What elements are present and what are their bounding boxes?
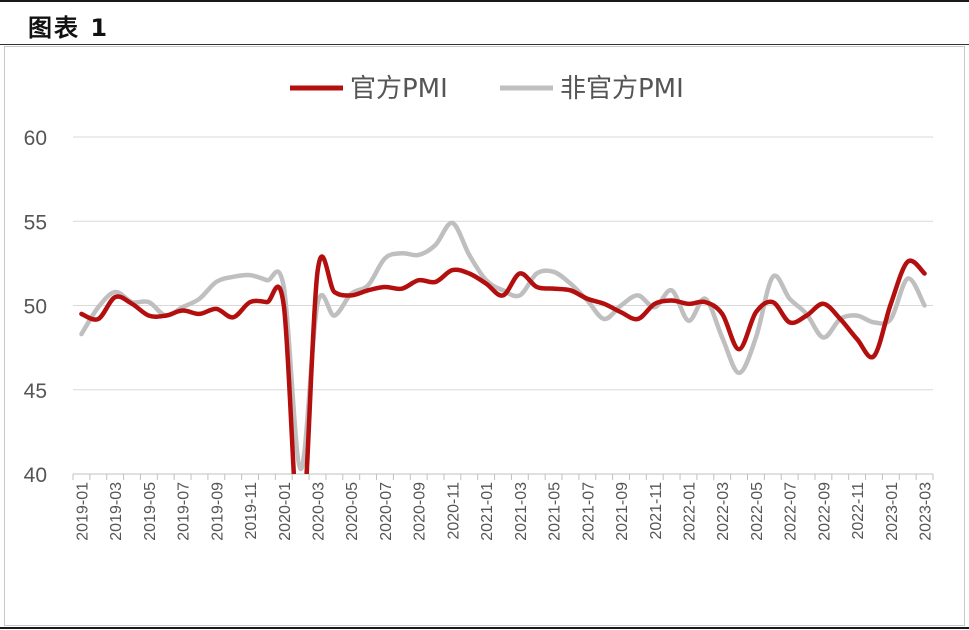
top-rule: [0, 0, 969, 2]
y-tick-label: 60: [24, 127, 47, 150]
x-tick-label: 2021-11: [648, 482, 665, 540]
x-tick-label: 2019-03: [108, 482, 125, 541]
chart-frame: [4, 46, 965, 626]
x-tick-label: 2021-03: [513, 482, 530, 541]
official-pmi-line: [79, 254, 927, 474]
x-tick-label: 2021-09: [614, 482, 631, 541]
x-tick-label: 2020-07: [378, 482, 395, 541]
x-tick-label: 2020-05: [344, 482, 361, 541]
x-tick-label: 2022-03: [715, 482, 732, 541]
x-tick-label: 2022-01: [681, 482, 698, 541]
x-tick-label: 2022-09: [816, 482, 833, 541]
title-rule: [0, 44, 969, 45]
x-tick-label: 2021-01: [479, 482, 496, 541]
y-tick-label: 40: [24, 464, 47, 487]
x-tick-label: 2023-03: [918, 482, 935, 541]
y-tick-label: 45: [24, 380, 47, 403]
x-tick-label: 2023-01: [884, 482, 901, 541]
x-tick-label: 2019-01: [74, 482, 91, 541]
x-tick-label: 2022-07: [783, 482, 800, 541]
x-tick-label: 2019-11: [243, 482, 260, 540]
y-tick-label: 55: [24, 211, 47, 234]
x-tick-label: 2022-05: [749, 482, 766, 541]
figure-title: 图表 1: [28, 14, 110, 42]
x-tick-label: 2020-11: [445, 482, 462, 540]
x-tick-label: 2019-09: [209, 482, 226, 541]
x-tick-label: 2020-01: [277, 482, 294, 541]
x-tick-label: 2019-07: [176, 482, 193, 541]
legend-unofficial-pmi-label: 非官方PMI: [560, 74, 684, 104]
x-tick-label: 2020-03: [311, 482, 328, 541]
x-tick-label: 2019-05: [142, 482, 159, 541]
unofficial-pmi-line: [79, 220, 927, 472]
x-tick-label: 2021-05: [547, 482, 564, 541]
legend-official-pmi-label: 官方PMI: [350, 74, 448, 104]
x-tick-label: 2020-09: [412, 482, 429, 541]
y-tick-label: 50: [24, 296, 47, 319]
x-tick-label: 2021-07: [580, 482, 597, 541]
x-tick-label: 2022-11: [850, 482, 867, 540]
bottom-rule: [0, 627, 969, 629]
